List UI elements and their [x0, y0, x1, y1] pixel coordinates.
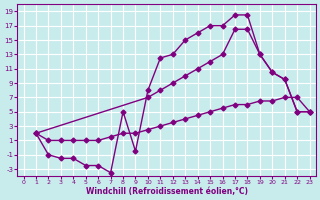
X-axis label: Windchill (Refroidissement éolien,°C): Windchill (Refroidissement éolien,°C)	[85, 187, 248, 196]
